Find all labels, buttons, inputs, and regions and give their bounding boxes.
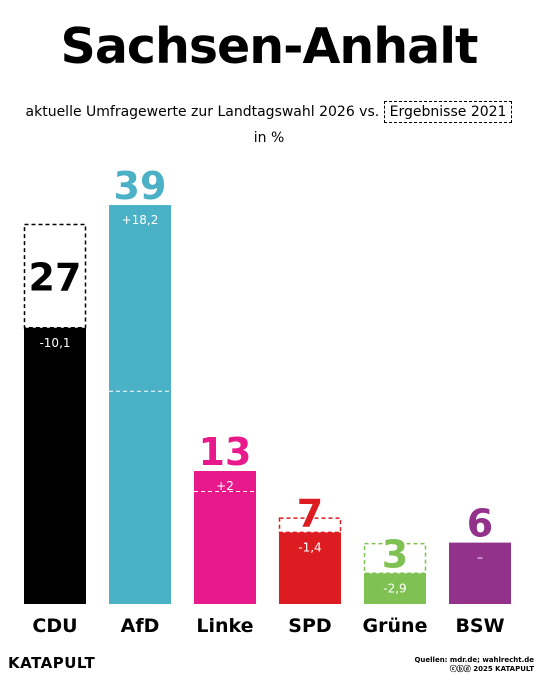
prev-2021-outline-gruene <box>363 542 427 575</box>
change-label-linke: +2 <box>216 479 234 493</box>
bar-cdu <box>24 327 86 604</box>
value-label-cdu: 27 <box>29 255 82 299</box>
katapult-logo: KATAPULT <box>8 654 96 672</box>
subtitle-text: aktuelle Umfragewerte zur Landtagswahl 2… <box>25 104 380 120</box>
change-label-bsw: – <box>477 551 483 565</box>
bar-linke <box>194 471 256 604</box>
bar-gruene <box>364 573 426 604</box>
change-label-spd: -1,4 <box>298 540 321 554</box>
value-label-afd: 39 <box>114 164 167 208</box>
category-label-gruene: Grüne <box>363 615 428 637</box>
sources-line: Quellen: mdr.de; wahlrecht.de <box>414 656 534 664</box>
value-label-bsw: 6 <box>467 502 493 546</box>
sources: Quellen: mdr.de; wahlrecht.de ⓒⓑⓓ 2025 K… <box>414 656 534 674</box>
prev-2021-outline-cdu <box>23 223 87 329</box>
category-label-linke: Linke <box>196 615 253 637</box>
copyright-line: ⓒⓑⓓ 2025 KATAPULT <box>449 665 534 674</box>
unit-label: in % <box>253 130 285 146</box>
change-label-cdu: -10,1 <box>39 336 70 350</box>
value-label-linke: 13 <box>199 430 252 474</box>
bar-bsw <box>449 542 511 604</box>
chart-title: Sachsen-Anhalt <box>60 18 479 75</box>
chart-subtitle: aktuelle Umfragewerte zur Landtagswahl 2… <box>0 101 538 123</box>
value-label-spd: 7 <box>297 491 323 535</box>
change-label-gruene: -2,9 <box>383 581 406 595</box>
change-label-afd: +18,2 <box>122 213 159 227</box>
value-label-gruene: 3 <box>382 532 408 576</box>
bar-spd <box>279 532 341 604</box>
category-label-afd: AfD <box>121 615 160 637</box>
category-label-spd: SPD <box>288 615 331 637</box>
prev-2021-outline-spd <box>278 517 342 534</box>
legend-2021-box: Ergebnisse 2021 <box>383 101 513 123</box>
category-label-cdu: CDU <box>32 615 77 637</box>
bar-afd <box>109 205 171 604</box>
category-label-bsw: BSW <box>455 615 504 637</box>
